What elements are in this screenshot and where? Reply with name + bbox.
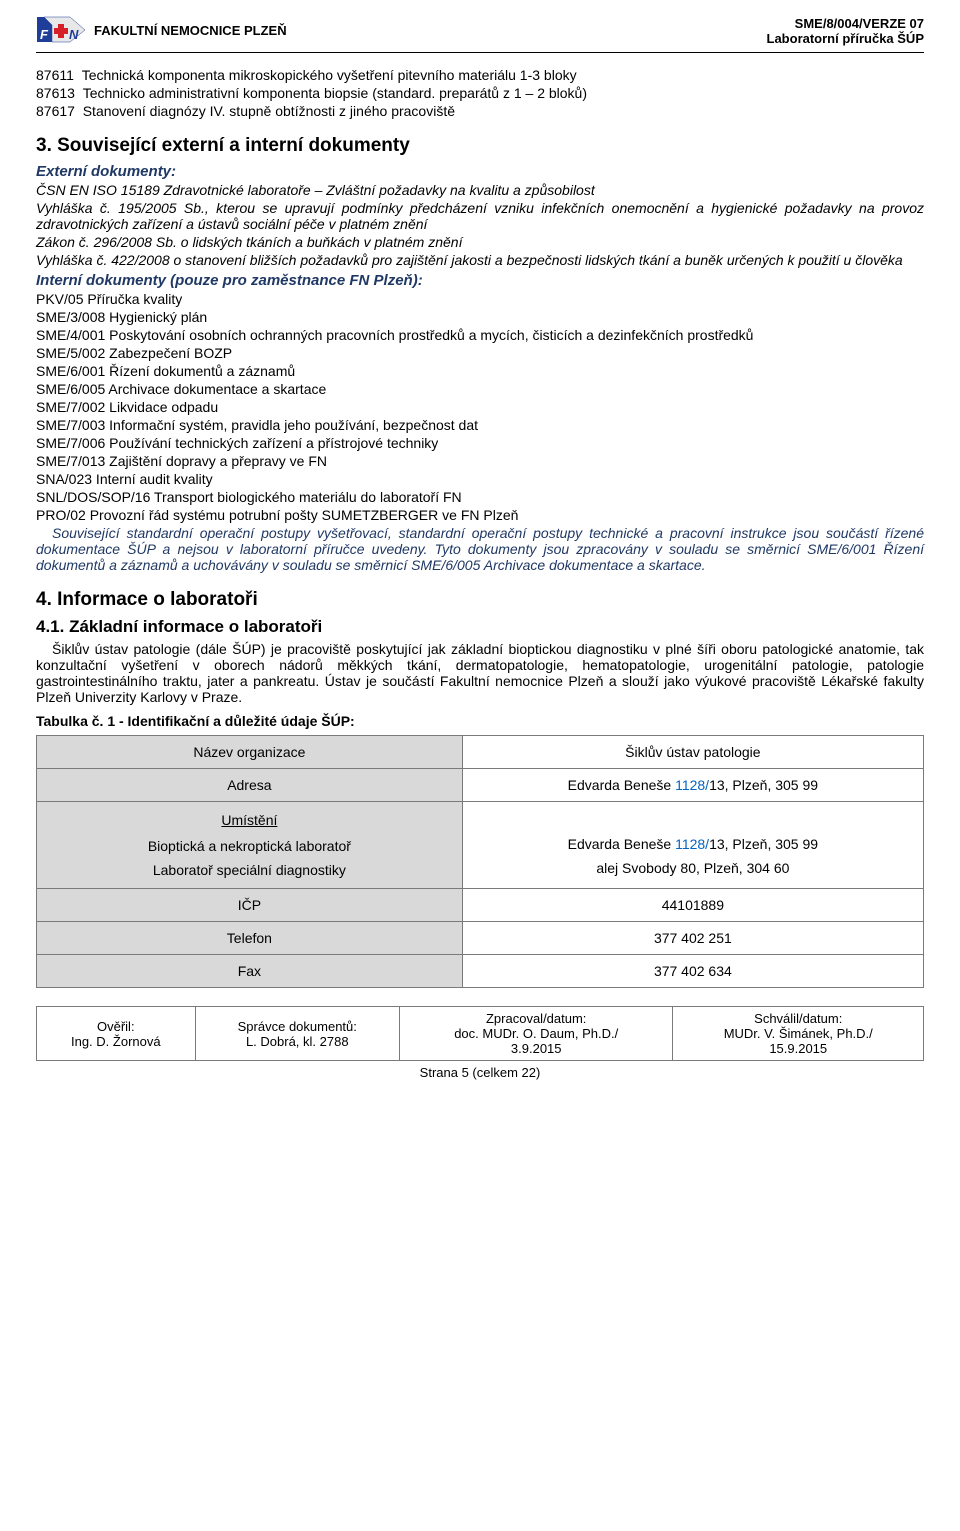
code-line: 87613 Technicko administrativní komponen… bbox=[36, 85, 924, 101]
footer-value: 3.9.2015 bbox=[406, 1041, 667, 1056]
code-number: 87613 bbox=[36, 85, 75, 101]
footer-value: MUDr. V. Šimánek, Ph.D./ bbox=[679, 1026, 917, 1041]
table-value: 44101889 bbox=[462, 889, 923, 922]
doc-code: SME/8/004/VERZE 07 bbox=[767, 16, 924, 31]
footer-value: 15.9.2015 bbox=[679, 1041, 917, 1056]
footer-value: Ing. D. Žornová bbox=[43, 1034, 189, 1049]
related-sop-note: Související standardní operační postupy … bbox=[36, 525, 924, 573]
external-doc-line: ČSN EN ISO 15189 Zdravotnické laboratoře… bbox=[36, 182, 924, 198]
footer-cell: Schválil/datum: MUDr. V. Šimánek, Ph.D./… bbox=[673, 1007, 924, 1061]
code-line: 87611 Technická komponenta mikroskopické… bbox=[36, 67, 924, 83]
table-caption: Tabulka č. 1 - Identifikační a důležité … bbox=[36, 713, 924, 729]
footer-cell: Ověřil: Ing. D. Žornová bbox=[37, 1007, 196, 1061]
internal-doc-line: SME/3/008 Hygienický plán bbox=[36, 309, 924, 325]
table-key: Fax bbox=[37, 955, 463, 988]
internal-docs-heading: Interní dokumenty (pouze pro zaměstnance… bbox=[36, 272, 924, 289]
footer-value: L. Dobrá, kl. 2788 bbox=[202, 1034, 393, 1049]
table-key: Telefon bbox=[37, 922, 463, 955]
code-line: 87617 Stanovení diagnózy IV. stupně obtí… bbox=[36, 103, 924, 119]
location-line: Bioptická a nekroptická laboratoř bbox=[47, 838, 452, 854]
section-3-title: 3. Související externí a interní dokumen… bbox=[36, 135, 924, 157]
location-addr: Edvarda Beneše 1128/13, Plzeň, 305 99 bbox=[473, 836, 913, 852]
table-row: Adresa Edvarda Beneše 1128/13, Plzeň, 30… bbox=[37, 769, 924, 802]
section-4-1-para: Šiklův ústav patologie (dále ŠÚP) je pra… bbox=[36, 641, 924, 705]
table-row: Telefon 377 402 251 bbox=[37, 922, 924, 955]
table-row: Umístění Bioptická a nekroptická laborat… bbox=[37, 802, 924, 889]
internal-doc-line: SME/7/003 Informační systém, pravidla je… bbox=[36, 417, 924, 433]
table-value-location: Edvarda Beneše 1128/13, Plzeň, 305 99 al… bbox=[462, 802, 923, 889]
external-doc-line: Vyhláška č. 422/2008 o stanovení bližšíc… bbox=[36, 252, 924, 268]
table-value: Šiklův ústav patologie bbox=[462, 736, 923, 769]
location-addr: alej Svobody 80, Plzeň, 304 60 bbox=[473, 860, 913, 876]
footer-approval-table: Ověřil: Ing. D. Žornová Správce dokument… bbox=[36, 1006, 924, 1061]
section-4-1-title: 4.1. Základní informace o laboratoři bbox=[36, 617, 924, 637]
internal-doc-line: SME/6/001 Řízení dokumentů a záznamů bbox=[36, 363, 924, 379]
code-number: 87611 bbox=[36, 67, 74, 83]
header-org-title: FAKULTNÍ NEMOCNICE PLZEŇ bbox=[94, 23, 287, 38]
footer-cell: Správce dokumentů: L. Dobrá, kl. 2788 bbox=[195, 1007, 399, 1061]
hospital-logo-icon: F N bbox=[36, 16, 86, 44]
page-header: F N FAKULTNÍ NEMOCNICE PLZEŇ SME/8/004/V… bbox=[36, 16, 924, 46]
table-row: Fax 377 402 634 bbox=[37, 955, 924, 988]
identification-table: Název organizace Šiklův ústav patologie … bbox=[36, 735, 924, 988]
footer-value: doc. MUDr. O. Daum, Ph.D./ bbox=[406, 1026, 667, 1041]
page-number: Strana 5 (celkem 22) bbox=[36, 1065, 924, 1080]
table-value: 377 402 251 bbox=[462, 922, 923, 955]
footer-heading: Ověřil: bbox=[43, 1019, 189, 1034]
internal-doc-line: PRO/02 Provozní řád systému potrubní poš… bbox=[36, 507, 924, 523]
internal-doc-line: SME/5/002 Zabezpečení BOZP bbox=[36, 345, 924, 361]
table-row: IČP 44101889 bbox=[37, 889, 924, 922]
table-key-location: Umístění Bioptická a nekroptická laborat… bbox=[37, 802, 463, 889]
svg-text:N: N bbox=[69, 27, 79, 42]
location-line: Laboratoř speciální diagnostiky bbox=[47, 862, 452, 878]
table-key: Název organizace bbox=[37, 736, 463, 769]
table-row: Ověřil: Ing. D. Žornová Správce dokument… bbox=[37, 1007, 924, 1061]
footer-heading: Zpracoval/datum: bbox=[406, 1011, 667, 1026]
internal-doc-line: SNA/023 Interní audit kvality bbox=[36, 471, 924, 487]
doc-subtitle: Laboratorní příručka ŠÚP bbox=[767, 31, 924, 46]
internal-doc-line: SME/7/006 Používání technických zařízení… bbox=[36, 435, 924, 451]
footer-cell: Zpracoval/datum: doc. MUDr. O. Daum, Ph.… bbox=[399, 1007, 673, 1061]
footer-heading: Schválil/datum: bbox=[679, 1011, 917, 1026]
location-heading: Umístění bbox=[47, 812, 452, 828]
internal-doc-line: SNL/DOS/SOP/16 Transport biologického ma… bbox=[36, 489, 924, 505]
external-doc-line: Zákon č. 296/2008 Sb. o lidských tkáních… bbox=[36, 234, 924, 250]
table-key: IČP bbox=[37, 889, 463, 922]
addr-prefix: Edvarda Beneše bbox=[568, 836, 675, 852]
footer-heading: Správce dokumentů: bbox=[202, 1019, 393, 1034]
code-number: 87617 bbox=[36, 103, 75, 119]
external-doc-line: Vyhláška č. 195/2005 Sb., kterou se upra… bbox=[36, 200, 924, 232]
header-right: SME/8/004/VERZE 07 Laboratorní příručka … bbox=[767, 16, 924, 46]
addr-link[interactable]: 1128/ bbox=[675, 836, 709, 852]
internal-doc-line: SME/6/005 Archivace dokumentace a skarta… bbox=[36, 381, 924, 397]
table-value: Edvarda Beneše 1128/13, Plzeň, 305 99 bbox=[462, 769, 923, 802]
internal-doc-line: SME/7/002 Likvidace odpadu bbox=[36, 399, 924, 415]
addr-suffix: 13, Plzeň, 305 99 bbox=[709, 777, 818, 793]
section-4-title: 4. Informace o laboratoři bbox=[36, 589, 924, 611]
code-text: Stanovení diagnózy IV. stupně obtížnosti… bbox=[83, 103, 455, 119]
page: F N FAKULTNÍ NEMOCNICE PLZEŇ SME/8/004/V… bbox=[0, 0, 960, 1104]
body: 87611 Technická komponenta mikroskopické… bbox=[36, 67, 924, 1080]
table-row: Název organizace Šiklův ústav patologie bbox=[37, 736, 924, 769]
addr-suffix: 13, Plzeň, 305 99 bbox=[709, 836, 818, 852]
internal-doc-line: SME/4/001 Poskytování osobních ochrannýc… bbox=[36, 327, 924, 343]
external-docs-heading: Externí dokumenty: bbox=[36, 163, 924, 180]
code-text: Technicko administrativní komponenta bio… bbox=[83, 85, 587, 101]
svg-text:F: F bbox=[40, 27, 49, 42]
internal-doc-line: PKV/05 Příručka kvality bbox=[36, 291, 924, 307]
addr-prefix: Edvarda Beneše bbox=[568, 777, 675, 793]
header-divider bbox=[36, 52, 924, 53]
internal-doc-line: SME/7/013 Zajištění dopravy a přepravy v… bbox=[36, 453, 924, 469]
table-key: Adresa bbox=[37, 769, 463, 802]
code-text: Technická komponenta mikroskopického vyš… bbox=[82, 67, 577, 83]
addr-link[interactable]: 1128/ bbox=[675, 777, 709, 793]
header-left: F N FAKULTNÍ NEMOCNICE PLZEŇ bbox=[36, 16, 287, 44]
table-value: 377 402 634 bbox=[462, 955, 923, 988]
